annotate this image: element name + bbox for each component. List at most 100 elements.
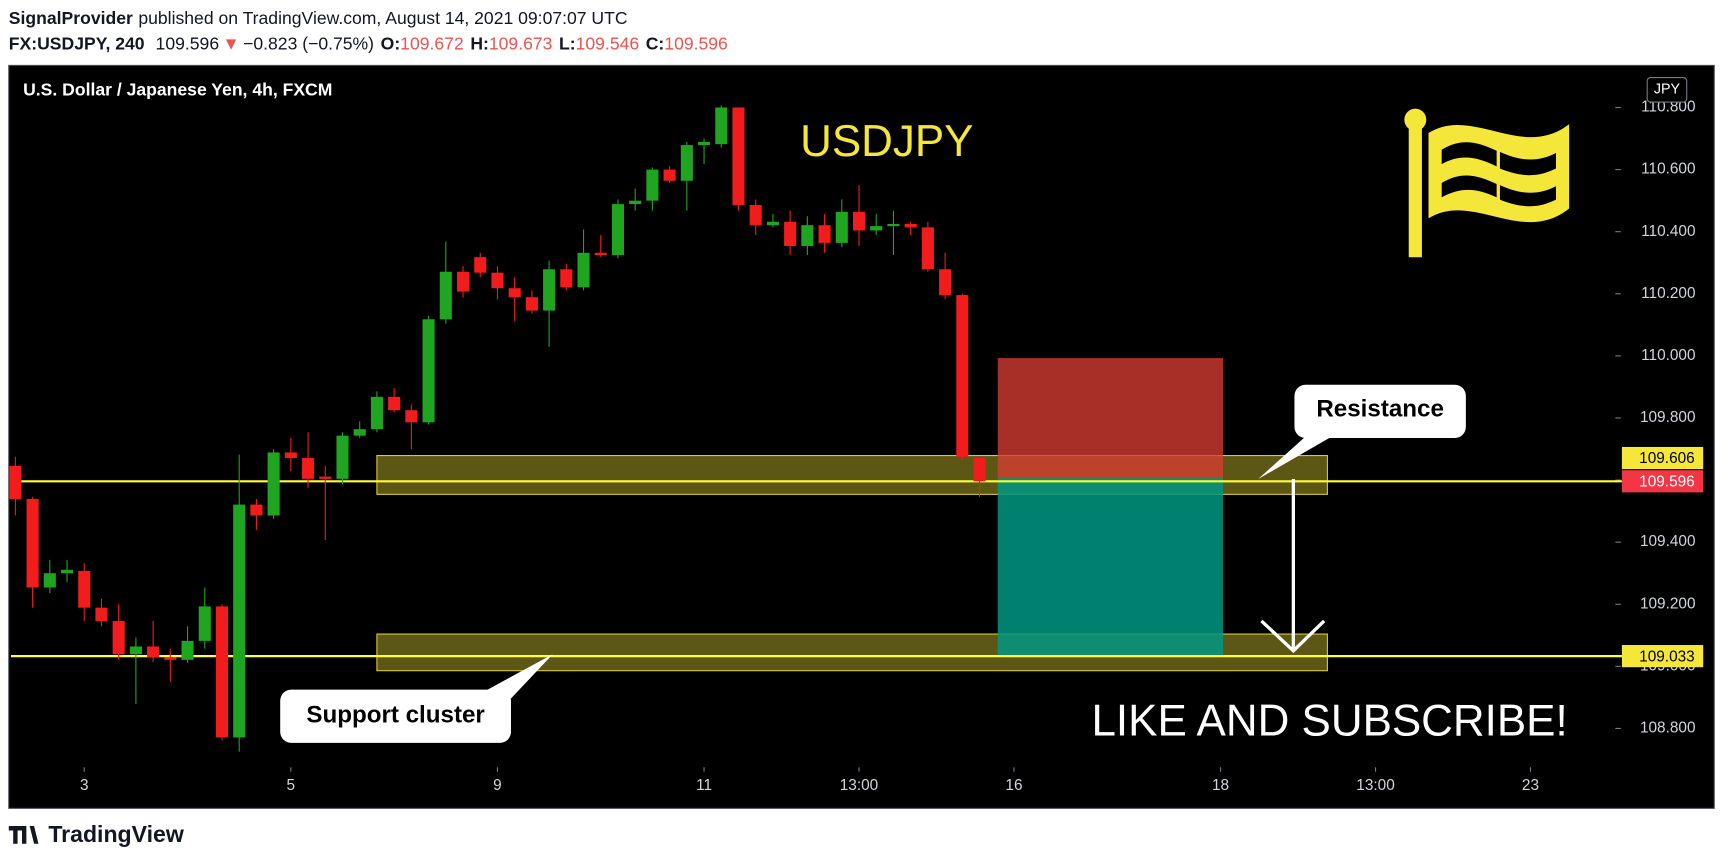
candle-body xyxy=(164,657,177,660)
flag-checker xyxy=(1441,142,1556,207)
price-tag-label: 109.606 xyxy=(1639,450,1695,467)
support-callout: Support cluster xyxy=(280,654,553,743)
price-tag xyxy=(1621,470,1704,493)
price-tag-label: 109.033 xyxy=(1639,648,1695,665)
x-tick-label: 11 xyxy=(696,777,712,794)
candle-body xyxy=(835,211,848,243)
price-tag xyxy=(1621,446,1704,470)
candle-body xyxy=(112,621,125,655)
candle-body xyxy=(284,452,297,459)
candle-body xyxy=(680,145,693,181)
candle-body xyxy=(60,569,74,574)
x-tick-label: 23 xyxy=(1522,777,1539,794)
flag-cloth xyxy=(1428,124,1570,223)
plot: 108.800109.000109.200109.400109.600109.8… xyxy=(9,99,1704,794)
cta: LIKE AND SUBSCRIBE! xyxy=(1092,697,1568,746)
candle-body xyxy=(698,141,711,146)
y-tick-label: 109.400 xyxy=(1640,533,1696,550)
candle-body xyxy=(129,646,142,655)
candle-body xyxy=(508,288,521,298)
ohlc-value: 109.546 xyxy=(576,33,640,53)
callout-box xyxy=(280,689,511,743)
x-tick-label: 13:00 xyxy=(1356,777,1394,794)
arrow-down xyxy=(1260,479,1326,654)
candle-body xyxy=(956,295,969,457)
candle-body xyxy=(43,573,56,588)
candle-body xyxy=(611,204,625,255)
candle-body xyxy=(336,435,349,479)
x-tick-label: 13:00 xyxy=(840,777,878,794)
price-tag xyxy=(1621,645,1704,668)
candle-body xyxy=(852,211,866,231)
candle-body xyxy=(629,200,642,205)
candle-body xyxy=(870,226,883,231)
candle-body xyxy=(9,465,22,500)
support-label: Support cluster xyxy=(306,702,485,729)
target-zone xyxy=(997,478,1224,657)
candle-body xyxy=(198,606,211,641)
y-tick-label: 110.600 xyxy=(1641,161,1695,178)
candle-body xyxy=(594,252,607,255)
candle-body xyxy=(95,607,108,622)
ohlc-label: O: xyxy=(381,33,401,53)
candle-body xyxy=(973,457,986,482)
candle-body xyxy=(267,452,280,516)
candle-body xyxy=(766,221,779,226)
resistance-label: Resistance xyxy=(1316,396,1444,423)
candle-body xyxy=(302,458,315,479)
symbol: FX:USDJPY, 240 xyxy=(9,33,145,53)
brand-logo xyxy=(8,826,39,844)
last-price: 109.596 xyxy=(156,33,220,53)
candle-body xyxy=(921,227,934,270)
candle-body xyxy=(560,269,573,288)
flag-pole xyxy=(1408,124,1422,258)
candle-body xyxy=(732,107,745,205)
candle-body xyxy=(147,646,160,658)
flag-icon xyxy=(1404,108,1570,258)
y-tick-label: 110.400 xyxy=(1641,223,1695,240)
candle-body xyxy=(181,640,194,660)
candle-body xyxy=(887,223,900,227)
candle-body xyxy=(749,204,762,226)
callout-pointer xyxy=(483,654,553,699)
ohlc-value: 109.672 xyxy=(400,33,464,53)
ohlc-value: 109.596 xyxy=(664,33,728,53)
author: SignalProvider xyxy=(9,7,133,27)
x-tick-label: 9 xyxy=(493,777,502,794)
candle-body xyxy=(26,499,39,588)
currency: JPY xyxy=(1654,82,1681,98)
x-tick-label: 16 xyxy=(1005,777,1022,794)
y-tick-label: 110.200 xyxy=(1641,285,1695,302)
y-tick-label: 109.800 xyxy=(1640,409,1696,426)
price-tag-label: 109.596 xyxy=(1639,473,1695,490)
candle-body xyxy=(439,271,452,320)
brand: TradingView xyxy=(8,821,185,847)
candle-body xyxy=(801,225,814,246)
x-tick-label: 3 xyxy=(80,777,89,794)
x-tick-label: 18 xyxy=(1212,777,1229,794)
candle-body xyxy=(543,269,556,311)
y-tick-label: 108.800 xyxy=(1640,719,1696,736)
ohlc-value: 109.673 xyxy=(489,33,553,53)
candle-body xyxy=(525,297,538,311)
candle-body xyxy=(456,271,470,292)
candle-body xyxy=(474,257,487,273)
y-tick-label: 110.000 xyxy=(1641,347,1695,364)
currency-badge xyxy=(1646,77,1688,103)
candle-body xyxy=(233,504,246,738)
callout-box xyxy=(1294,384,1466,438)
candle-body xyxy=(78,571,91,608)
candle-body xyxy=(370,396,383,430)
candle-body xyxy=(577,252,590,288)
candle-body xyxy=(491,272,504,289)
x-tick-label: 5 xyxy=(287,777,296,794)
candle-body xyxy=(646,169,659,201)
y-tick-label: 110.800 xyxy=(1641,99,1695,116)
published: published on TradingView.com, August 14,… xyxy=(138,7,627,27)
candle-body xyxy=(250,504,263,516)
change: −0.823 (−0.75%) xyxy=(243,33,374,53)
chart-title: U.S. Dollar / Japanese Yen, 4h, FXCM xyxy=(23,80,332,100)
candle-body xyxy=(939,269,952,296)
brand-name: TradingView xyxy=(48,821,184,847)
